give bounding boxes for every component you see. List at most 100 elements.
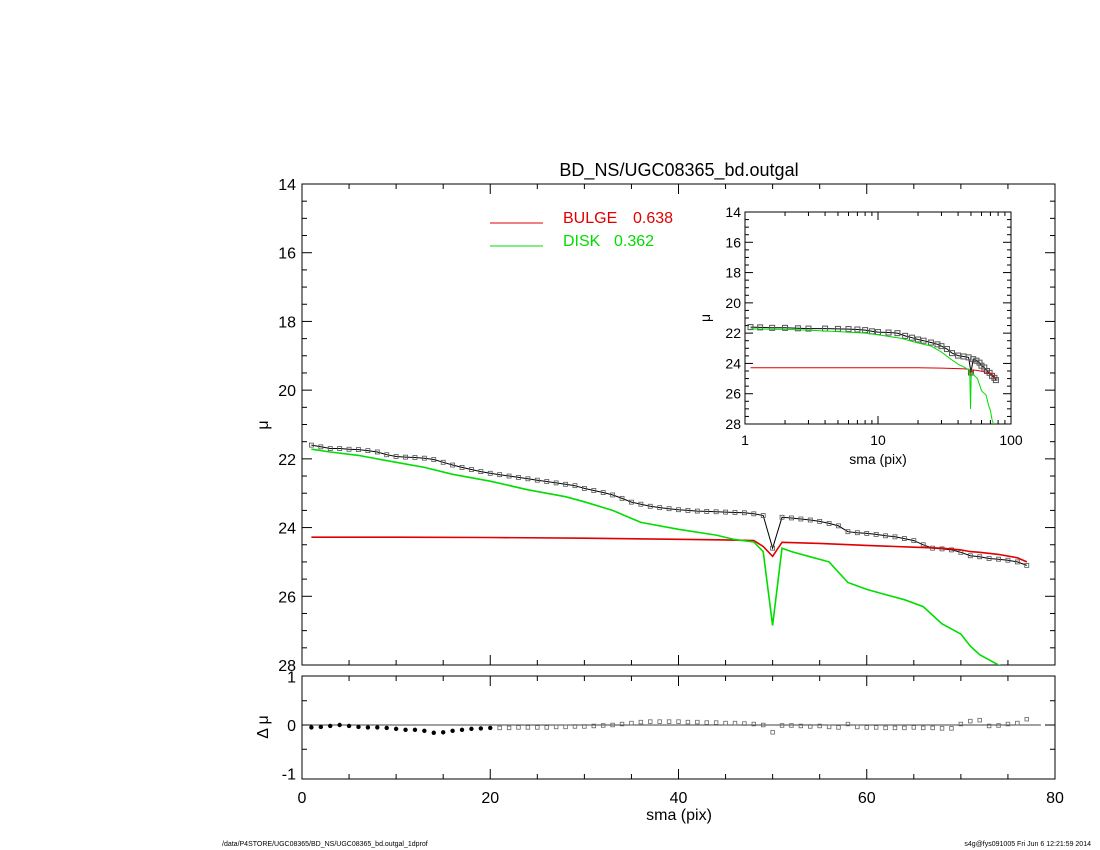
data-point (629, 499, 634, 505)
inset-data-point (920, 337, 927, 344)
legend-bulge-value: 0.638 (633, 210, 673, 227)
inset-data-line (750, 326, 997, 381)
inset-data-point (902, 332, 909, 339)
residual-point (488, 725, 493, 731)
residual-point (977, 717, 982, 723)
data-point (563, 481, 568, 487)
residual-point (337, 722, 342, 728)
data-point (845, 529, 851, 535)
residual-point (808, 724, 813, 729)
data-point (619, 495, 625, 501)
residual-point (930, 725, 935, 731)
residual-ytick-label: 0 (287, 718, 296, 735)
data-point (318, 444, 324, 450)
data-point (770, 545, 776, 551)
inset-data-point (782, 324, 789, 331)
main-ytick-label: 18 (278, 314, 296, 331)
residual-point (544, 725, 549, 730)
chart-title: BD_NS/UGC08365_bd.outgal (559, 160, 798, 181)
data-point (967, 553, 973, 559)
residual-point (986, 723, 992, 729)
inset-data-point (938, 343, 945, 350)
bulge-line (311, 536, 1028, 563)
data-point (723, 509, 728, 515)
legend-bulge-label: BULGE (563, 210, 617, 227)
residual-frame (301, 675, 1056, 780)
data-point (638, 501, 644, 507)
data-point (393, 454, 399, 459)
residual-point (393, 726, 399, 732)
data-point (1005, 557, 1011, 563)
residual-point (836, 725, 841, 730)
main-ytick-label: 20 (278, 383, 296, 400)
inset-data-point (908, 334, 915, 341)
inset-xlabel: sma (pix) (849, 451, 907, 467)
inset-ytick-label: 22 (725, 325, 741, 341)
residual-point (525, 725, 531, 730)
data-point (694, 508, 700, 514)
residual-point (346, 723, 352, 729)
data-point (581, 486, 587, 491)
inset-data-point (845, 326, 852, 333)
data-point (647, 503, 653, 509)
residual-point (403, 727, 408, 733)
data-point (327, 446, 333, 451)
data-point (741, 510, 747, 516)
data-point (996, 556, 1001, 562)
residual-point (883, 725, 888, 731)
inset-bulge-line (750, 367, 997, 379)
inset-xtick-label: 10 (870, 432, 886, 448)
residual-ylabel: Δ μ (255, 715, 272, 738)
data-point (525, 476, 531, 482)
data-point (431, 457, 437, 462)
residual-point (478, 726, 484, 731)
inset-data-point (955, 352, 962, 359)
data-point (789, 515, 794, 521)
residual-point (921, 725, 926, 731)
residual-point (535, 725, 540, 730)
main-ytick-label: 14 (278, 177, 296, 194)
residual-point (459, 727, 465, 733)
residual-point (695, 719, 700, 725)
data-point (440, 459, 446, 465)
data-point (412, 455, 418, 460)
data-point (676, 507, 681, 513)
data-point (374, 449, 380, 455)
residual-point (742, 721, 747, 726)
inset-data-point (894, 330, 901, 337)
data-point (544, 479, 550, 484)
residual-point (685, 719, 691, 725)
data-point (892, 534, 898, 540)
data-point (864, 531, 870, 536)
inset-ytick-label: 28 (725, 416, 741, 432)
data-point (356, 447, 361, 452)
data-point (807, 517, 813, 523)
residual-point (450, 728, 455, 734)
residual-point (648, 719, 653, 724)
legend-disk-label: DISK (563, 233, 601, 250)
residual-point (412, 727, 418, 733)
residual-ytick-label: -1 (282, 767, 296, 784)
inset-data-point (757, 324, 764, 331)
residual-point (676, 719, 681, 724)
data-point (666, 506, 672, 512)
residual-point (431, 730, 436, 735)
data-point (591, 488, 597, 493)
residual-point (553, 724, 559, 730)
residual-point (751, 721, 756, 727)
data-point (309, 442, 314, 448)
residual-point (318, 724, 324, 730)
residual-point (610, 722, 615, 728)
data-point (337, 446, 343, 451)
data-point (600, 490, 606, 495)
data-point (1024, 562, 1030, 568)
inset-ytick-label: 26 (725, 386, 741, 402)
residual-point (817, 723, 822, 729)
inset-data-point (973, 357, 980, 364)
residual-point (779, 723, 785, 728)
data-point (704, 509, 710, 514)
data-point (572, 483, 578, 489)
residual-point (601, 723, 606, 728)
residual-point (629, 720, 634, 726)
